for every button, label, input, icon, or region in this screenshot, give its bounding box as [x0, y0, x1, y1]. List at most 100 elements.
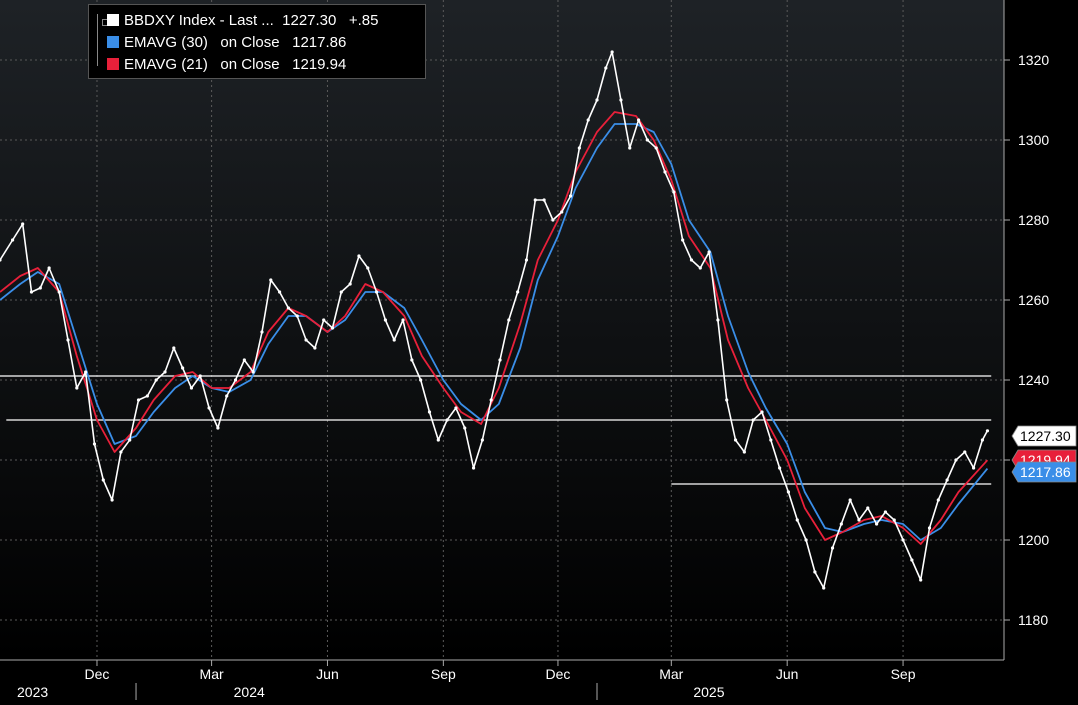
price-point: [463, 426, 467, 430]
x-tick-label: Mar: [200, 666, 224, 682]
price-point: [663, 170, 667, 174]
y-tick-label: 1240: [1018, 372, 1049, 388]
price-point: [507, 318, 511, 322]
price-point: [830, 546, 835, 550]
price-point: [348, 282, 352, 286]
price-point: [883, 510, 888, 514]
legend-item-ema30[interactable]: EMAVG (30) on Close 1217.86: [107, 32, 346, 52]
price-point: [927, 526, 932, 530]
price-point: [707, 250, 711, 254]
price-point: [198, 374, 202, 378]
legend-swatch-ema21: [107, 58, 119, 70]
price-point: [383, 318, 388, 322]
price-point: [128, 438, 132, 442]
legend-swatch-price: [107, 14, 119, 26]
x-tick-label: Sep: [431, 666, 456, 682]
price-point: [654, 146, 658, 150]
price-point: [577, 146, 581, 150]
price-point: [689, 258, 694, 262]
price-point: [322, 318, 326, 322]
price-point: [172, 346, 176, 350]
price-point: [822, 586, 826, 590]
y-tick-label: 1280: [1018, 212, 1049, 228]
price-point: [454, 406, 458, 410]
price-point: [839, 522, 843, 526]
price-point: [119, 450, 123, 454]
x-tick-label: Dec: [85, 666, 110, 682]
series-group: [0, 50, 990, 590]
price-point: [760, 410, 764, 414]
price-point: [0, 258, 2, 262]
y-tick-label: 1180: [1018, 612, 1048, 628]
price-point: [910, 558, 914, 562]
price-point: [286, 306, 291, 310]
price-point: [29, 290, 34, 294]
legend-item-ema21[interactable]: EMAVG (21) on Close 1219.94: [107, 54, 346, 74]
price-point: [804, 538, 808, 542]
price-point: [769, 438, 773, 442]
price-point: [339, 290, 343, 294]
price-point: [225, 394, 229, 398]
price-point: [733, 438, 738, 442]
legend-label-ema21: EMAVG (21) on Close 1219.94: [124, 55, 347, 73]
price-point: [681, 238, 685, 242]
price-point: [163, 370, 167, 374]
price-point: [92, 442, 97, 446]
x-tick-label: Dec: [546, 666, 571, 682]
price-point: [795, 518, 799, 522]
price-point: [66, 338, 70, 342]
price-point: [963, 450, 967, 454]
price-point: [813, 570, 817, 574]
price-point: [892, 518, 896, 522]
price-point: [392, 338, 396, 342]
price-point: [216, 426, 220, 430]
price-point: [742, 450, 746, 454]
price-point: [357, 254, 361, 258]
price-point: [595, 98, 599, 102]
x-year-label: 2025: [693, 684, 724, 700]
price-point: [866, 506, 870, 510]
price-point: [533, 198, 537, 202]
price-tag-label: 1217.86: [1020, 464, 1071, 480]
price-point: [471, 466, 476, 470]
price-point: [480, 438, 484, 442]
price-point: [366, 266, 370, 270]
price-point: [38, 286, 42, 290]
price-point: [954, 458, 958, 462]
x-tick-label: Jun: [316, 666, 339, 682]
reference-lines: [0, 375, 992, 485]
price-point: [848, 498, 852, 502]
x-year-label: 2023: [17, 684, 48, 700]
price-point: [57, 290, 61, 294]
price-point: [489, 398, 493, 402]
price-point: [436, 438, 440, 442]
price-point: [560, 210, 564, 214]
price-point: [75, 386, 79, 390]
plot-background: [0, 0, 1004, 660]
price-point: [84, 370, 88, 374]
price-point: [304, 338, 308, 342]
price-point: [21, 222, 25, 226]
price-point: [136, 398, 141, 402]
price-point: [10, 238, 15, 242]
y-tick-label: 1200: [1018, 532, 1049, 548]
price-point: [875, 522, 879, 526]
price-point: [330, 326, 335, 330]
price-point: [154, 378, 158, 382]
price-point: [698, 266, 702, 270]
price-point: [295, 314, 299, 318]
price-point: [628, 146, 632, 150]
price-point: [498, 358, 502, 362]
price-point: [586, 118, 590, 122]
price-point: [313, 346, 317, 350]
price-tag: 1227.30: [1011, 425, 1077, 447]
price-point: [419, 378, 423, 382]
price-tag-label: 1227.30: [1020, 428, 1071, 444]
price-point: [716, 318, 720, 322]
price-point: [945, 478, 949, 482]
price-point: [516, 290, 520, 294]
legend-item-price[interactable]: BBDXY Index - Last ... 1227.30 +.85: [107, 10, 378, 30]
x-tick-label: Mar: [659, 666, 683, 682]
